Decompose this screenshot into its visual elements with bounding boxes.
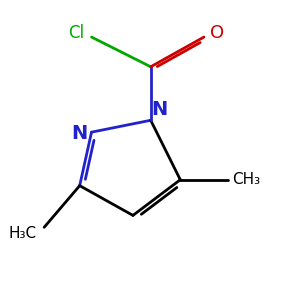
Text: Cl: Cl <box>68 24 84 42</box>
Text: CH₃: CH₃ <box>232 172 260 187</box>
Text: N: N <box>71 124 87 143</box>
Text: O: O <box>210 24 224 42</box>
Text: H₃C: H₃C <box>9 226 37 241</box>
Text: N: N <box>151 100 167 119</box>
